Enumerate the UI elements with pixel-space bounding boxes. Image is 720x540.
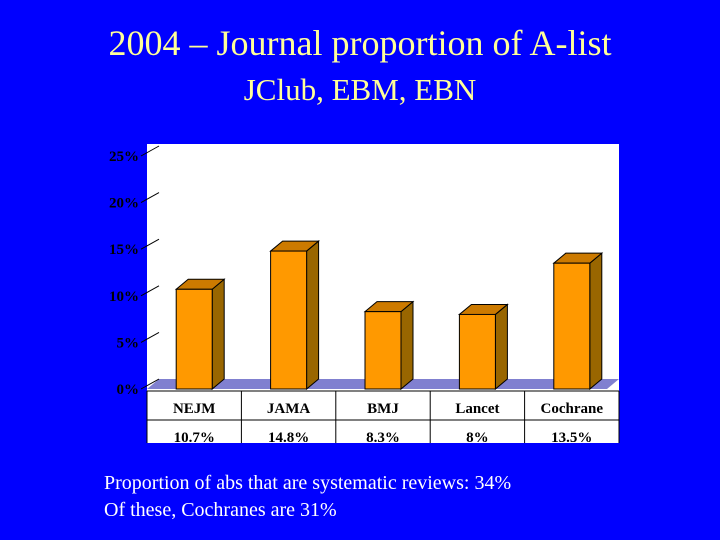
slide-title: 2004 – Journal proportion of A-list [108,23,612,63]
bar-side-face [400,300,414,391]
y-tick-label: 15% [109,242,139,258]
y-tick [140,238,160,250]
y-tick [140,192,160,204]
y-tick-label: 20% [109,196,139,212]
y-tick-label: 10% [109,289,139,305]
category-label: JAMA [267,401,310,417]
y-tick [140,145,160,157]
value-label: 13.5% [551,430,592,446]
y-tick-label: 5% [117,335,140,351]
bar-front-face [270,250,308,390]
category-label: NEJM [173,401,216,417]
bar-front-face [175,288,213,390]
plot-area [147,144,619,443]
bar-side-face [589,252,603,391]
bar-lancet [458,303,509,391]
value-label: 8% [466,430,489,446]
bar-front-face [364,311,402,390]
y-tick [140,285,160,297]
bar-front-face [553,262,591,390]
y-tick [140,378,160,390]
y-tick [140,331,160,343]
y-tick-label: 25% [109,149,139,165]
bar-jama [269,239,320,391]
category-label: Cochrane [541,401,604,417]
slide-subtitle: JClub, EBM, EBN [243,72,477,107]
category-label: BMJ [367,401,399,417]
bar-side-face [306,239,320,391]
value-label: 8.3% [366,430,400,446]
bar-cochrane [552,252,604,391]
value-label: 10.7% [174,430,215,446]
bar-side-face [494,303,508,391]
y-tick-label: 0% [117,382,140,398]
bar-nejm [174,278,226,391]
bar-side-face [211,278,225,391]
bar-front-face [458,313,496,390]
footnote-cochrane-share: Of these, Cochranes are 31% [104,499,337,521]
value-label: 14.8% [268,430,309,446]
footnote-systematic-reviews: Proportion of abs that are systematic re… [104,472,512,494]
bar-bmj [363,300,415,391]
category-label: Lancet [455,401,499,417]
